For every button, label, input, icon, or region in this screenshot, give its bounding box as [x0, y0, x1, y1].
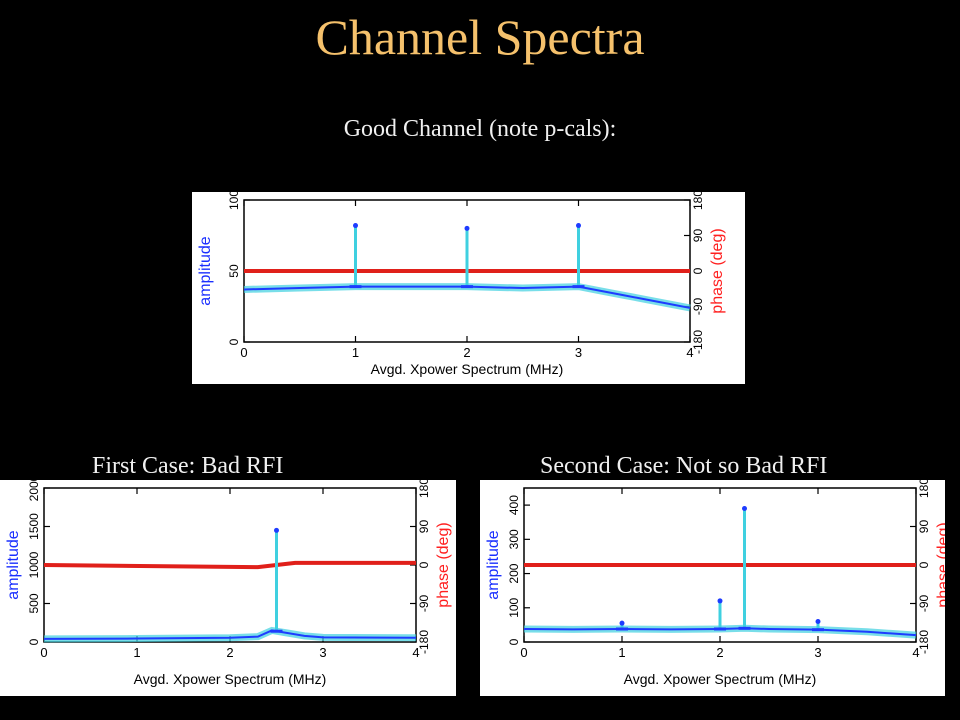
x-tick-label: 1: [352, 345, 359, 360]
y-tick-label: 400: [507, 495, 521, 515]
y2-tick-label: -90: [691, 298, 705, 316]
second-case-caption: Second Case: Not so Bad RFI: [540, 453, 828, 479]
spike-marker: [815, 618, 821, 624]
chart-bad-rfi-svg: 0 1 2 3 4 Avgd. Xpower Spectrum (MHz) 0 500 1000…: [5, 480, 452, 687]
y-tick-label: 1500: [27, 513, 41, 540]
amplitude-series-line: [523, 627, 917, 637]
amplitude-series-band: [243, 283, 691, 312]
x-tick-label: 3: [319, 645, 326, 660]
x-tick-label: 1: [618, 645, 625, 660]
y2-tick-label: 0: [691, 267, 705, 274]
x-tick-label: 2: [716, 645, 723, 660]
x-tick-label: 2: [226, 645, 233, 660]
y2-tick-label: 180: [417, 480, 431, 498]
spike-marker: [576, 223, 581, 229]
spike-marker: [353, 223, 358, 229]
y2-tick-label: -180: [917, 630, 931, 654]
x-tick-label: 4: [412, 645, 419, 660]
y-tick-label: 200: [507, 563, 521, 583]
chart-good-channel: 0 1 2 3 4 Avgd. Xpower Spectrum (MHz) 0 50 100 am…: [192, 192, 745, 384]
y-tick-label: 2000: [27, 480, 41, 501]
y-axis-label: amplitude: [5, 530, 22, 599]
y2-tick-label: 90: [417, 520, 431, 534]
y2-tick-label: -180: [691, 330, 705, 354]
y-tick-label: 1000: [27, 551, 41, 578]
x-tick-label: 1: [133, 645, 140, 660]
y-tick-label: 500: [27, 593, 41, 613]
spike-marker: [742, 506, 747, 512]
x-tick-label: 3: [575, 345, 582, 360]
y2-tick-label: 0: [417, 561, 431, 568]
spike-marker: [619, 620, 625, 626]
y-tick-label: 50: [227, 264, 241, 278]
y2-tick-label: 90: [917, 520, 931, 534]
x-tick-label: 4: [686, 345, 693, 360]
x-axis-label: Avgd. Xpower Spectrum (MHz): [371, 361, 564, 377]
first-case-caption: First Case: Bad RFI: [92, 453, 284, 479]
phase-series-line: [43, 560, 416, 570]
x-tick-label: 0: [520, 645, 527, 660]
spike-marker: [717, 598, 723, 604]
chart-not-so-bad-rfi-svg: 0 1 2 3 4 Avgd. Xpower Spectrum (MHz) 0 100 200 3…: [485, 480, 945, 687]
y2-axis-label: phase (deg): [435, 522, 452, 607]
y-tick-label: 0: [227, 338, 241, 345]
y-tick-label: 100: [507, 597, 521, 617]
y2-axis-label: phase (deg): [935, 522, 945, 607]
x-axis-label: Avgd. Xpower Spectrum (MHz): [624, 671, 817, 687]
y2-tick-label: 90: [691, 229, 705, 243]
y2-tick-label: -180: [417, 630, 431, 654]
chart-not-so-bad-rfi: 0 1 2 3 4 Avgd. Xpower Spectrum (MHz) 0 100 200 3…: [480, 480, 945, 696]
y2-tick-label: -90: [917, 595, 931, 613]
page-title: Channel Spectra: [315, 9, 645, 65]
spike-marker: [274, 527, 279, 533]
amplitude-series-line: [243, 285, 691, 309]
spike-marker: [464, 225, 470, 231]
x-axis-label: Avgd. Xpower Spectrum (MHz): [134, 671, 327, 687]
y2-tick-label: 180: [691, 192, 705, 210]
good-channel-subtitle: Good Channel (note p-cals):: [343, 116, 617, 142]
x-tick-label: 0: [240, 345, 247, 360]
y-tick-label: 0: [27, 638, 41, 645]
x-tick-label: 0: [40, 645, 47, 660]
x-tick-label: 4: [912, 645, 919, 660]
x-tick-label: 2: [463, 345, 470, 360]
x-tick-label: 3: [814, 645, 821, 660]
chart-bad-rfi: 0 1 2 3 4 Avgd. Xpower Spectrum (MHz) 0 500 1000…: [0, 480, 456, 696]
y-axis-label: amplitude: [197, 236, 214, 305]
y-tick-label: 300: [507, 529, 521, 549]
chart-good-channel-svg: 0 1 2 3 4 Avgd. Xpower Spectrum (MHz) 0 50 100 am…: [197, 192, 726, 377]
y2-axis-label: phase (deg): [709, 228, 726, 313]
y2-tick-label: 180: [917, 480, 931, 498]
y-tick-label: 0: [507, 638, 521, 645]
y2-tick-label: -90: [417, 595, 431, 613]
y2-tick-label: 0: [917, 561, 931, 568]
y-axis-label: amplitude: [485, 530, 502, 599]
y-tick-label: 100: [227, 192, 241, 210]
